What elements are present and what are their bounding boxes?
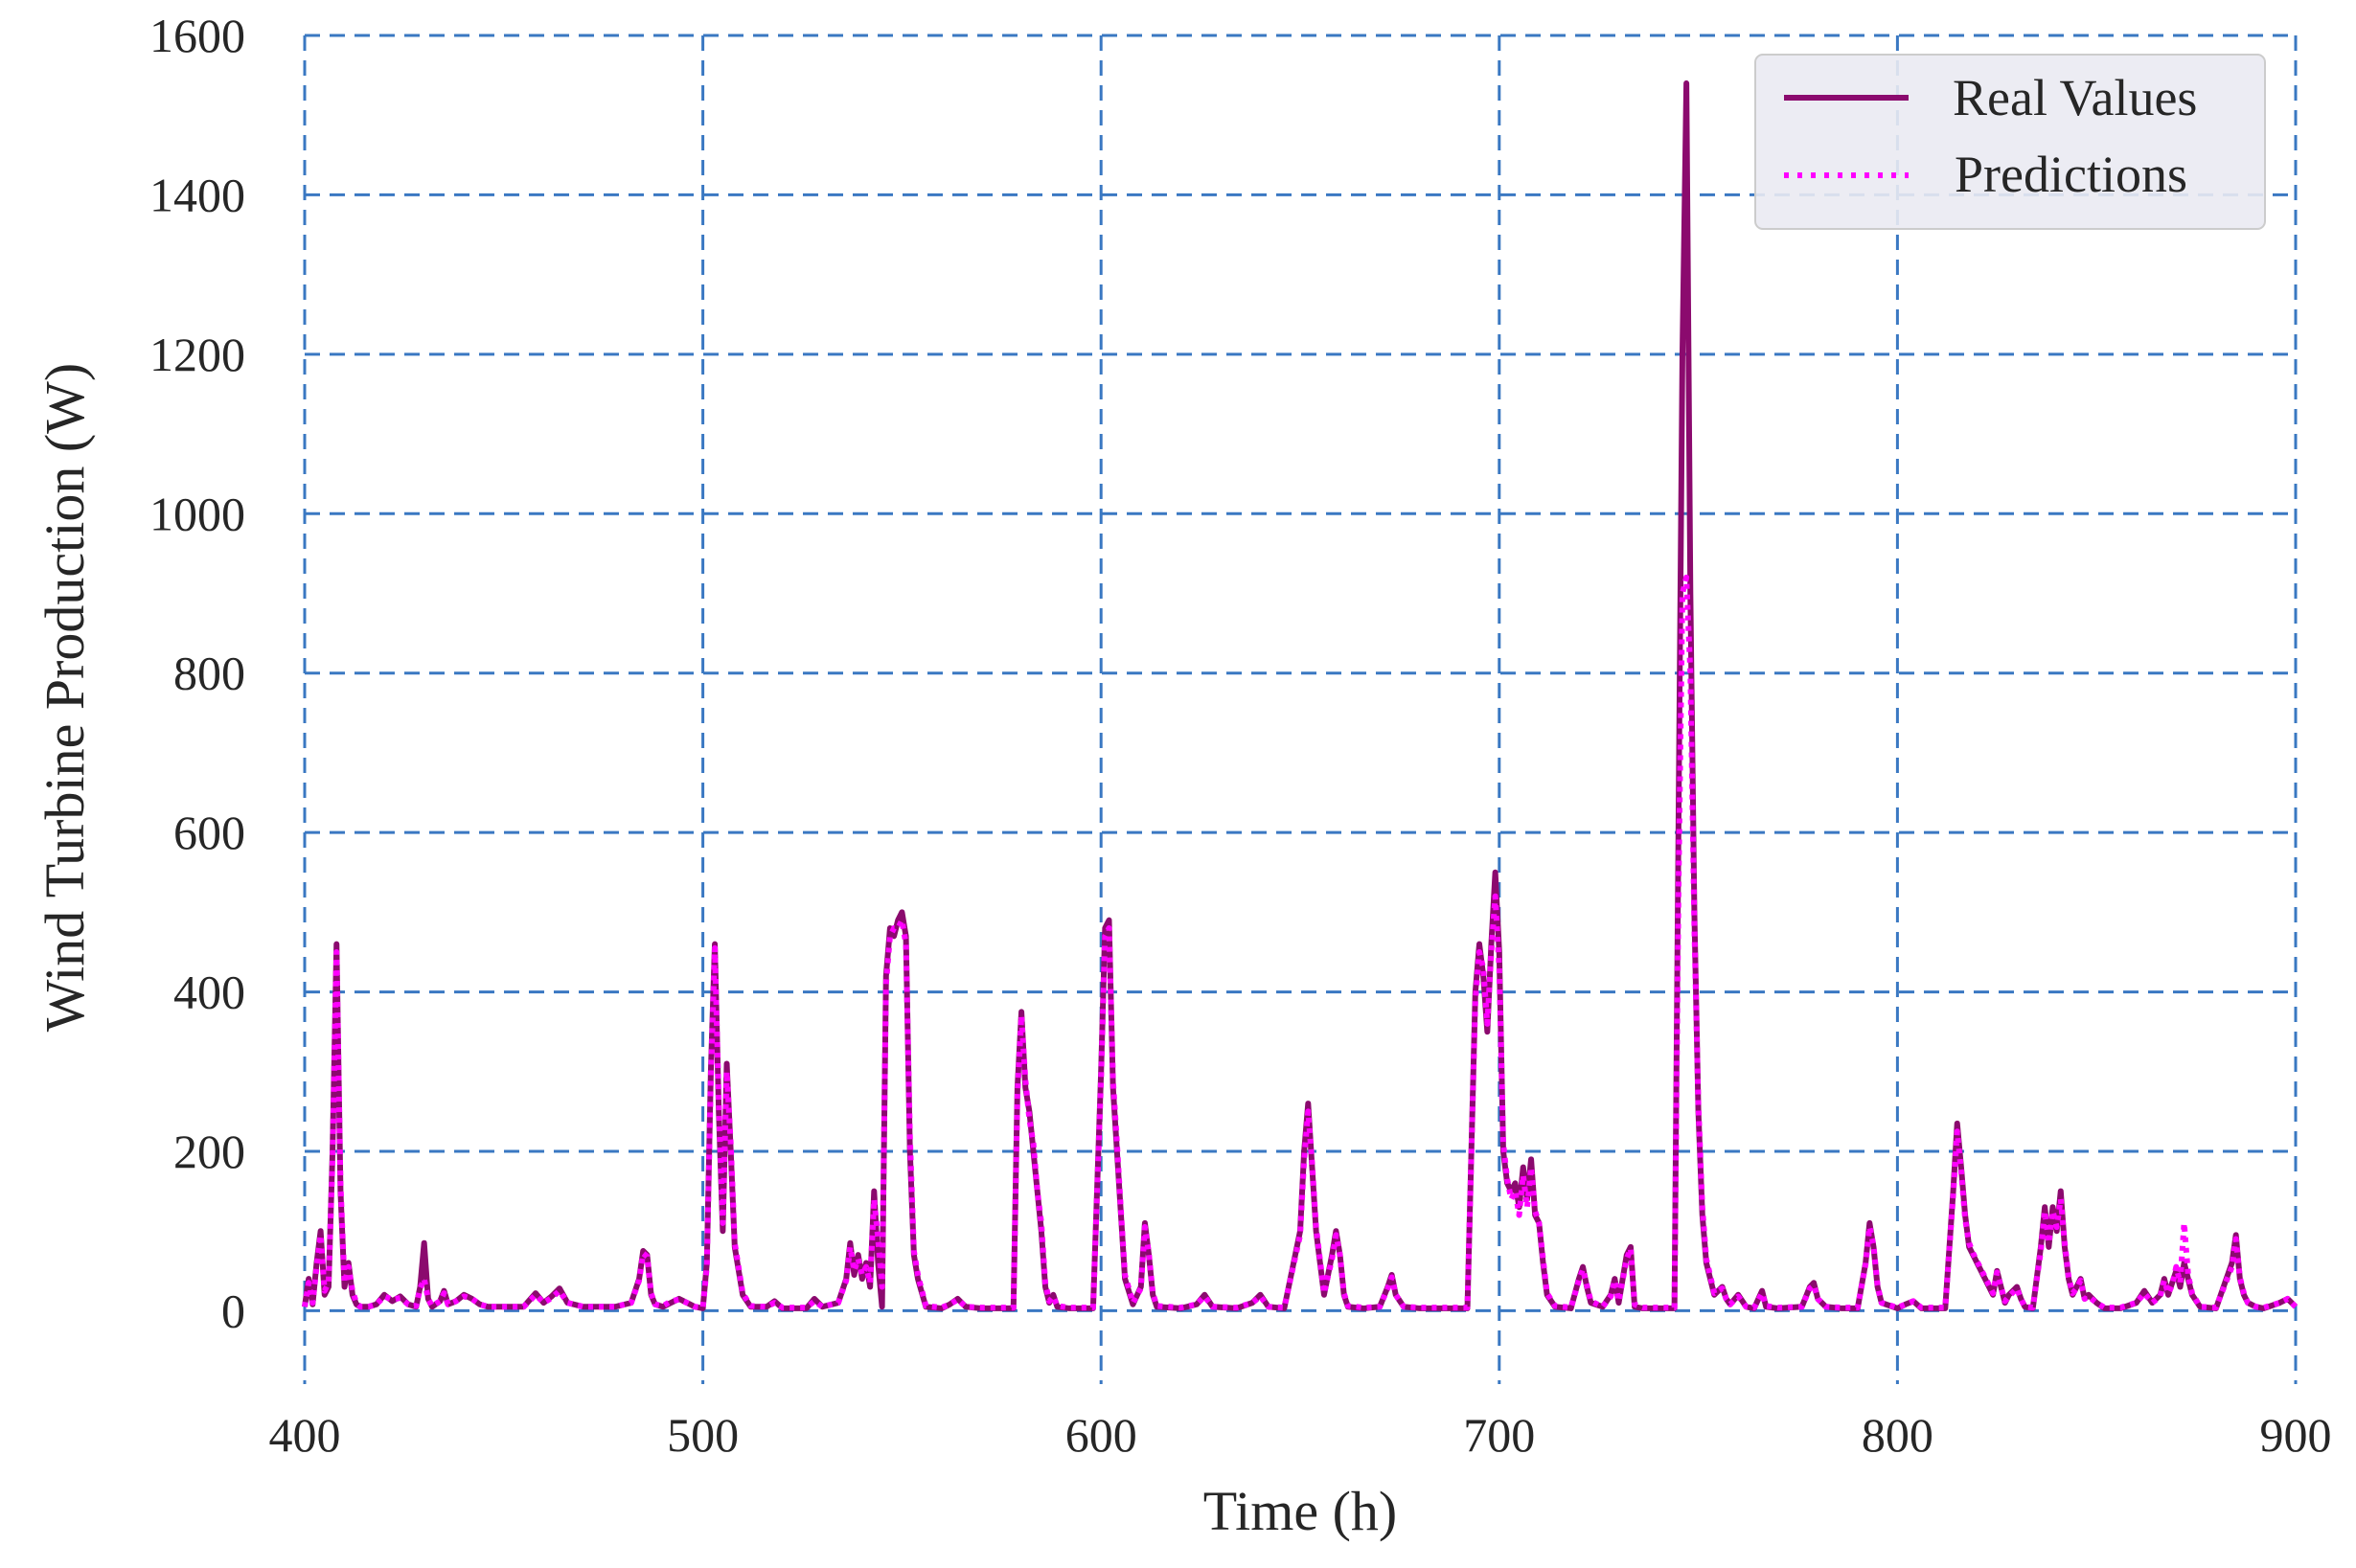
x-tick-label-800: 800 xyxy=(1862,1408,1933,1462)
x-tick-label-900: 900 xyxy=(2260,1408,2332,1462)
x-axis-label: Time (h) xyxy=(1203,1480,1398,1542)
x-tick-label-600: 600 xyxy=(1065,1408,1137,1462)
y-tick-label-0: 0 xyxy=(221,1284,245,1337)
y-tick-label-600: 600 xyxy=(173,806,245,859)
x-axis-ticks: 400 500 600 700 800 900 xyxy=(269,1408,2332,1462)
series-line-predictions xyxy=(302,574,2299,1311)
x-tick-label-400: 400 xyxy=(269,1408,341,1462)
legend-label-real-values: Real Values xyxy=(1953,69,2197,126)
y-tick-label-1200: 1200 xyxy=(149,328,245,381)
y-tick-label-1000: 1000 xyxy=(149,487,245,540)
x-tick-label-500: 500 xyxy=(667,1408,739,1462)
series-line-real-values xyxy=(302,80,2299,1311)
y-axis-ticks: 0 200 400 600 800 1000 1200 1400 1600 xyxy=(149,9,245,1337)
y-tick-label-400: 400 xyxy=(173,966,245,1019)
legend-label-predictions: Predictions xyxy=(1955,146,2187,203)
y-axis-label: Wind Turbine Production (W) xyxy=(34,363,96,1032)
legend: Real Values Predictions xyxy=(1754,54,2266,230)
y-tick-label-800: 800 xyxy=(173,647,245,700)
x-tick-label-700: 700 xyxy=(1463,1408,1535,1462)
series-layer xyxy=(302,80,2299,1311)
y-tick-label-200: 200 xyxy=(173,1125,245,1178)
y-tick-label-1600: 1600 xyxy=(149,9,245,62)
y-tick-label-1400: 1400 xyxy=(149,168,245,221)
